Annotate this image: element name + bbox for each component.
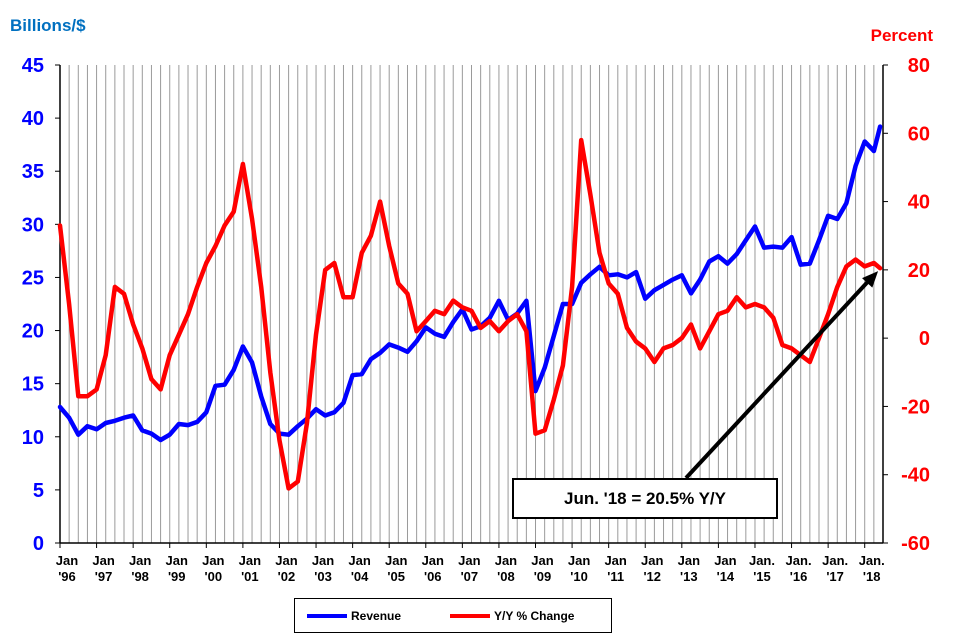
legend-label-yy-change: Y/Y % Change <box>494 609 575 623</box>
x-tick-label-month: Jan <box>56 553 78 568</box>
x-tick-label-month: Jan <box>202 553 224 568</box>
x-tick-label-year: '09 <box>534 569 552 584</box>
annotation-box: Jun. '18 = 20.5% Y/Y <box>512 478 778 519</box>
x-tick-label-month: Jan <box>422 553 444 568</box>
left-tick-label: 10 <box>22 427 44 449</box>
x-tick-label-year: '96 <box>58 569 76 584</box>
x-tick-label-month: Jan <box>239 553 261 568</box>
legend-swatch-yy-change <box>450 614 490 618</box>
x-tick-label-year: '02 <box>278 569 296 584</box>
x-tick-label-year: '08 <box>497 569 515 584</box>
x-tick-label-year: '05 <box>387 569 405 584</box>
x-tick-label-month: Jan <box>568 553 590 568</box>
left-axis-label: Billions/$ <box>10 16 86 35</box>
right-tick-label: -60 <box>901 533 930 555</box>
grid <box>68 65 875 543</box>
x-tick-label-year: '99 <box>168 569 186 584</box>
left-tick-label: 25 <box>22 267 44 289</box>
x-tick-label-month: Jan <box>714 553 736 568</box>
x-tick-label-year: '12 <box>643 569 661 584</box>
x-tick-label-month: Jan. <box>749 553 775 568</box>
x-tick-label-month: Jan <box>348 553 370 568</box>
x-tick-label-year: '01 <box>241 569 259 584</box>
x-tick-label-year: '11 <box>607 569 624 584</box>
legend-label-revenue: Revenue <box>351 609 402 623</box>
series-lines <box>57 124 883 491</box>
x-tick-label-year: '15 <box>753 569 771 584</box>
x-tick-label-month: Jan <box>92 553 114 568</box>
x-tick-label-month: Jan. <box>822 553 848 568</box>
right-tick-label: 60 <box>908 123 930 145</box>
x-tick-label-month: Jan. <box>859 553 885 568</box>
x-tick-label-year: '17 <box>826 569 844 584</box>
x-tick-label-year: '18 <box>863 569 881 584</box>
x-tick-label-month: Jan <box>385 553 407 568</box>
right-tick-label: 0 <box>919 328 930 350</box>
left-tick-label: 45 <box>22 55 44 77</box>
left-tick-label: 5 <box>33 480 44 502</box>
x-tick-label-month: Jan <box>129 553 151 568</box>
x-tick-label-year: '13 <box>680 569 698 584</box>
left-tick-label: 20 <box>22 321 44 343</box>
x-tick-label-year: '16 <box>790 569 808 584</box>
x-tick-label-year: '98 <box>131 569 149 584</box>
series-line-yy-change <box>57 137 883 491</box>
x-tick-label-month: Jan <box>458 553 480 568</box>
right-tick-label: 40 <box>908 192 930 214</box>
x-tick-label-month: Jan <box>604 553 626 568</box>
x-tick-label-year: '07 <box>461 569 479 584</box>
x-tick-label-month: Jan. <box>786 553 812 568</box>
annotation-arrow-line <box>684 275 874 480</box>
x-tick-label-month: Jan <box>495 553 517 568</box>
series-line-revenue <box>57 124 883 443</box>
x-tick-label-month: Jan <box>678 553 700 568</box>
x-tick-label-month: Jan <box>641 553 663 568</box>
x-tick-label-year: '00 <box>205 569 223 584</box>
annotation-arrow-head <box>862 271 879 288</box>
x-tick-label-month: Jan <box>166 553 188 568</box>
x-tick-label-year: '04 <box>351 569 369 584</box>
x-tick-label-month: Jan <box>275 553 297 568</box>
left-tick-label: 35 <box>22 161 44 183</box>
legend: Revenue Y/Y % Change <box>294 598 612 633</box>
x-tick-label-year: '14 <box>717 569 735 584</box>
x-tick-label-year: '03 <box>314 569 332 584</box>
tick-labels: 051015202530354045-60-40-20020406080Jan'… <box>22 55 930 584</box>
annotation-text: Jun. '18 = 20.5% Y/Y <box>563 488 726 508</box>
x-tick-label-year: '97 <box>95 569 113 584</box>
right-tick-label: -40 <box>901 465 930 487</box>
legend-item-revenue: Revenue <box>307 609 401 623</box>
x-tick-label-month: Jan <box>312 553 334 568</box>
x-tick-label-year: '06 <box>424 569 442 584</box>
left-tick-label: 15 <box>22 374 44 396</box>
legend-item-yy-change: Y/Y % Change <box>450 609 574 623</box>
annotation-arrow <box>684 271 879 480</box>
legend-swatch-revenue <box>307 614 347 618</box>
right-axis-label: Percent <box>870 26 933 45</box>
axes <box>55 64 888 548</box>
right-tick-label: 20 <box>908 260 930 282</box>
x-tick-label-year: '10 <box>570 569 588 584</box>
left-tick-label: 30 <box>22 214 44 236</box>
left-tick-label: 0 <box>33 533 44 555</box>
right-tick-label: 80 <box>908 55 930 77</box>
left-tick-label: 40 <box>22 108 44 130</box>
x-tick-label-month: Jan <box>531 553 553 568</box>
right-tick-label: -20 <box>901 396 930 418</box>
